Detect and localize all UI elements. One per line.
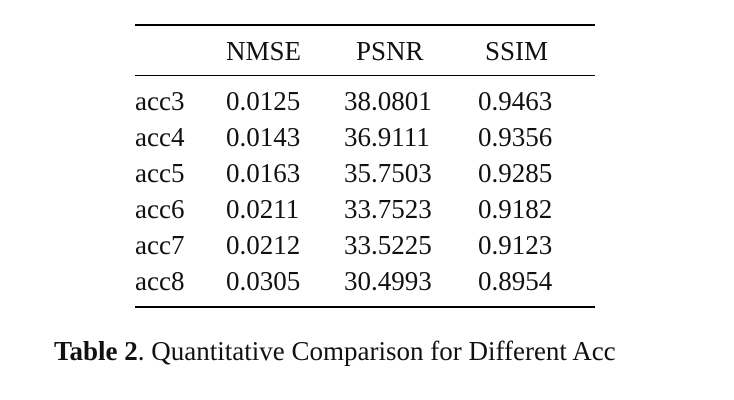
nmse-value: 0.0125 [226,86,301,116]
ssim-value: 0.9123 [478,230,553,260]
nmse-value: 0.0305 [226,266,301,296]
table-row: acc8 0.0305 30.4993 0.8954 [135,268,595,300]
nmse-value: 0.0143 [226,122,301,152]
nmse-value: 0.0212 [226,230,301,260]
column-header-ssim: SSIM [485,36,549,66]
table-header-rule [135,75,595,76]
nmse-value: 0.0211 [226,194,300,224]
ssim-value: 0.9463 [478,86,553,116]
caption-label: Table 2 [54,336,138,366]
nmse-value: 0.0163 [226,158,301,188]
row-label: acc7 [135,230,185,260]
table-row: acc5 0.0163 35.7503 0.9285 [135,160,595,192]
table-row: acc7 0.0212 33.5225 0.9123 [135,232,595,264]
psnr-value: 35.7503 [344,158,432,188]
psnr-value: 36.9111 [344,122,430,152]
caption-text: Quantitative Comparison for Different Ac… [144,336,616,366]
ssim-value: 0.8954 [478,266,553,296]
ssim-value: 0.9356 [478,122,553,152]
table-top-rule [135,24,595,26]
psnr-value: 33.7523 [344,194,432,224]
psnr-value: 30.4993 [344,266,432,296]
table-row: acc6 0.0211 33.7523 0.9182 [135,196,595,228]
table-bottom-rule [135,306,595,308]
row-label: acc6 [135,194,185,224]
table-row: acc3 0.0125 38.0801 0.9463 [135,88,595,120]
row-label: acc8 [135,266,185,296]
table-row: acc4 0.0143 36.9111 0.9356 [135,124,595,156]
row-label: acc4 [135,122,185,152]
row-label: acc5 [135,158,185,188]
table-caption: Table 2. Quantitative Comparison for Dif… [54,338,616,365]
column-header-psnr: PSNR [356,36,424,66]
caption-punctuation: . [137,336,145,366]
ssim-value: 0.9285 [478,158,553,188]
row-label: acc3 [135,86,185,116]
psnr-value: 33.5225 [344,230,432,260]
ssim-value: 0.9182 [478,194,553,224]
column-header-nmse: NMSE [226,36,302,66]
psnr-value: 38.0801 [344,86,432,116]
